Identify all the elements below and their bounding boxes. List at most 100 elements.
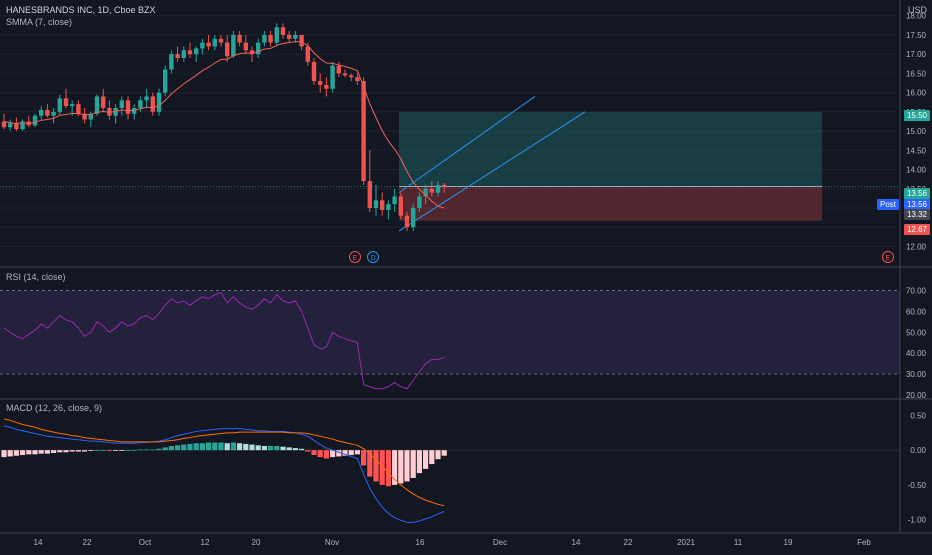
candle-body — [386, 204, 391, 210]
stop-price-tag: 12.67 — [903, 224, 930, 235]
candle-body — [392, 196, 397, 205]
rsi-tick-label: 20.00 — [906, 391, 927, 400]
macd-histogram-bar — [168, 446, 174, 451]
macd-histogram-bar — [392, 450, 398, 485]
candle-body — [237, 34, 242, 43]
rsi-legend[interactable]: RSI (14, close) — [6, 272, 66, 282]
macd-histogram-bar — [131, 450, 137, 451]
macd-histogram-bar — [261, 446, 267, 451]
macd-histogram-bar — [187, 443, 193, 451]
macd-histogram-bar — [311, 450, 317, 456]
macd-histogram-bar — [150, 449, 156, 451]
event-marker — [882, 251, 894, 263]
macd-line — [3, 425, 445, 523]
candle-body — [39, 109, 44, 116]
macd-histogram-bar — [212, 442, 218, 451]
time-tick-label: 14 — [34, 538, 43, 547]
channel-lower-line — [398, 111, 586, 232]
candle-body — [411, 208, 416, 228]
smma-legend[interactable]: SMMA (7, close) — [6, 17, 73, 27]
candle-body — [20, 121, 25, 130]
candle-body — [181, 50, 186, 58]
candle-body — [125, 100, 131, 114]
macd-histogram-bar — [336, 450, 342, 457]
macd-histogram-bar — [330, 450, 336, 458]
macd-histogram-bar — [69, 450, 75, 452]
macd-histogram-bar — [348, 450, 354, 456]
time-tick-label: 16 — [416, 538, 425, 547]
candle-body — [163, 69, 168, 93]
time-tick-label: Feb — [857, 538, 871, 547]
rsi-tick-label: 50.00 — [906, 328, 927, 337]
macd-histogram-bar — [88, 450, 94, 451]
post-label-tag: Post — [876, 199, 899, 210]
macd-histogram-bar — [435, 450, 441, 460]
candle-body — [367, 181, 372, 208]
macd-histogram-bar — [373, 450, 379, 482]
currency-label: USD — [908, 5, 928, 15]
macd-histogram-bar — [255, 445, 261, 451]
candle-body — [287, 34, 292, 39]
post-price-tag: 13.56 — [903, 199, 930, 210]
time-tick-label: 2021 — [677, 538, 695, 547]
time-tick-label: Dec — [493, 538, 507, 547]
macd-signal-line — [3, 418, 445, 507]
macd-histogram-bar — [361, 450, 367, 466]
macd-histogram-bar — [218, 442, 224, 451]
macd-histogram-bar — [404, 450, 410, 482]
candle-body — [57, 98, 62, 112]
macd-histogram-bar — [75, 450, 81, 452]
candle-body — [94, 96, 100, 114]
macd-histogram-bar — [113, 450, 119, 451]
candle-body — [274, 27, 279, 43]
candle-body — [231, 34, 236, 57]
macd-legend[interactable]: MACD (12, 26, close, 9) — [6, 403, 103, 413]
macd-histogram-bar — [106, 450, 112, 451]
macd-histogram-bar — [323, 450, 329, 459]
macd-histogram-bar — [125, 450, 131, 451]
candle-body — [175, 54, 180, 58]
candle-body — [336, 65, 341, 74]
candle-body — [349, 75, 354, 78]
macd-histogram-bar — [119, 450, 125, 451]
candle-body — [318, 81, 323, 85]
price-tick-label: 16.00 — [906, 89, 927, 98]
macd-histogram-bar — [237, 443, 243, 451]
macd-histogram-bar — [1, 450, 7, 458]
candle-body — [200, 42, 205, 49]
macd-histogram-bar — [162, 447, 168, 451]
candle-body — [8, 123, 13, 128]
candle-body — [169, 54, 174, 70]
macd-histogram-bar — [38, 450, 44, 454]
rsi-tick-label: 30.00 — [906, 370, 927, 379]
time-tick-label: 14 — [572, 538, 581, 547]
candle-body — [256, 42, 261, 55]
macd-histogram-bar — [26, 450, 32, 455]
symbol-title[interactable]: HANESBRANDS INC, 1D, Cboe BZX — [6, 5, 156, 15]
event-marker-label: E — [353, 255, 358, 262]
time-tick-label: Oct — [139, 538, 152, 547]
macd-tick-label: -1.00 — [908, 516, 927, 525]
candle-body — [51, 111, 56, 116]
candle-body — [225, 42, 230, 57]
candle-body — [187, 50, 193, 55]
candle-body — [404, 215, 410, 228]
macd-histogram-bar — [398, 450, 404, 484]
macd-histogram-bar — [280, 446, 286, 451]
candle-body — [305, 46, 310, 62]
candle-body — [1, 121, 7, 128]
time-tick-label: 11 — [734, 538, 743, 547]
macd-histogram-bar — [410, 450, 416, 478]
macd-histogram-bar — [57, 450, 63, 453]
rsi-line — [3, 291, 445, 390]
candle-body — [70, 104, 75, 107]
candle-body — [429, 188, 434, 193]
macd-histogram-bar — [243, 443, 249, 451]
macd-histogram-bar — [385, 450, 391, 487]
candle-body — [293, 34, 298, 39]
candle-body — [342, 73, 348, 76]
candle-body — [144, 96, 149, 101]
macd-histogram-bar — [292, 448, 298, 451]
